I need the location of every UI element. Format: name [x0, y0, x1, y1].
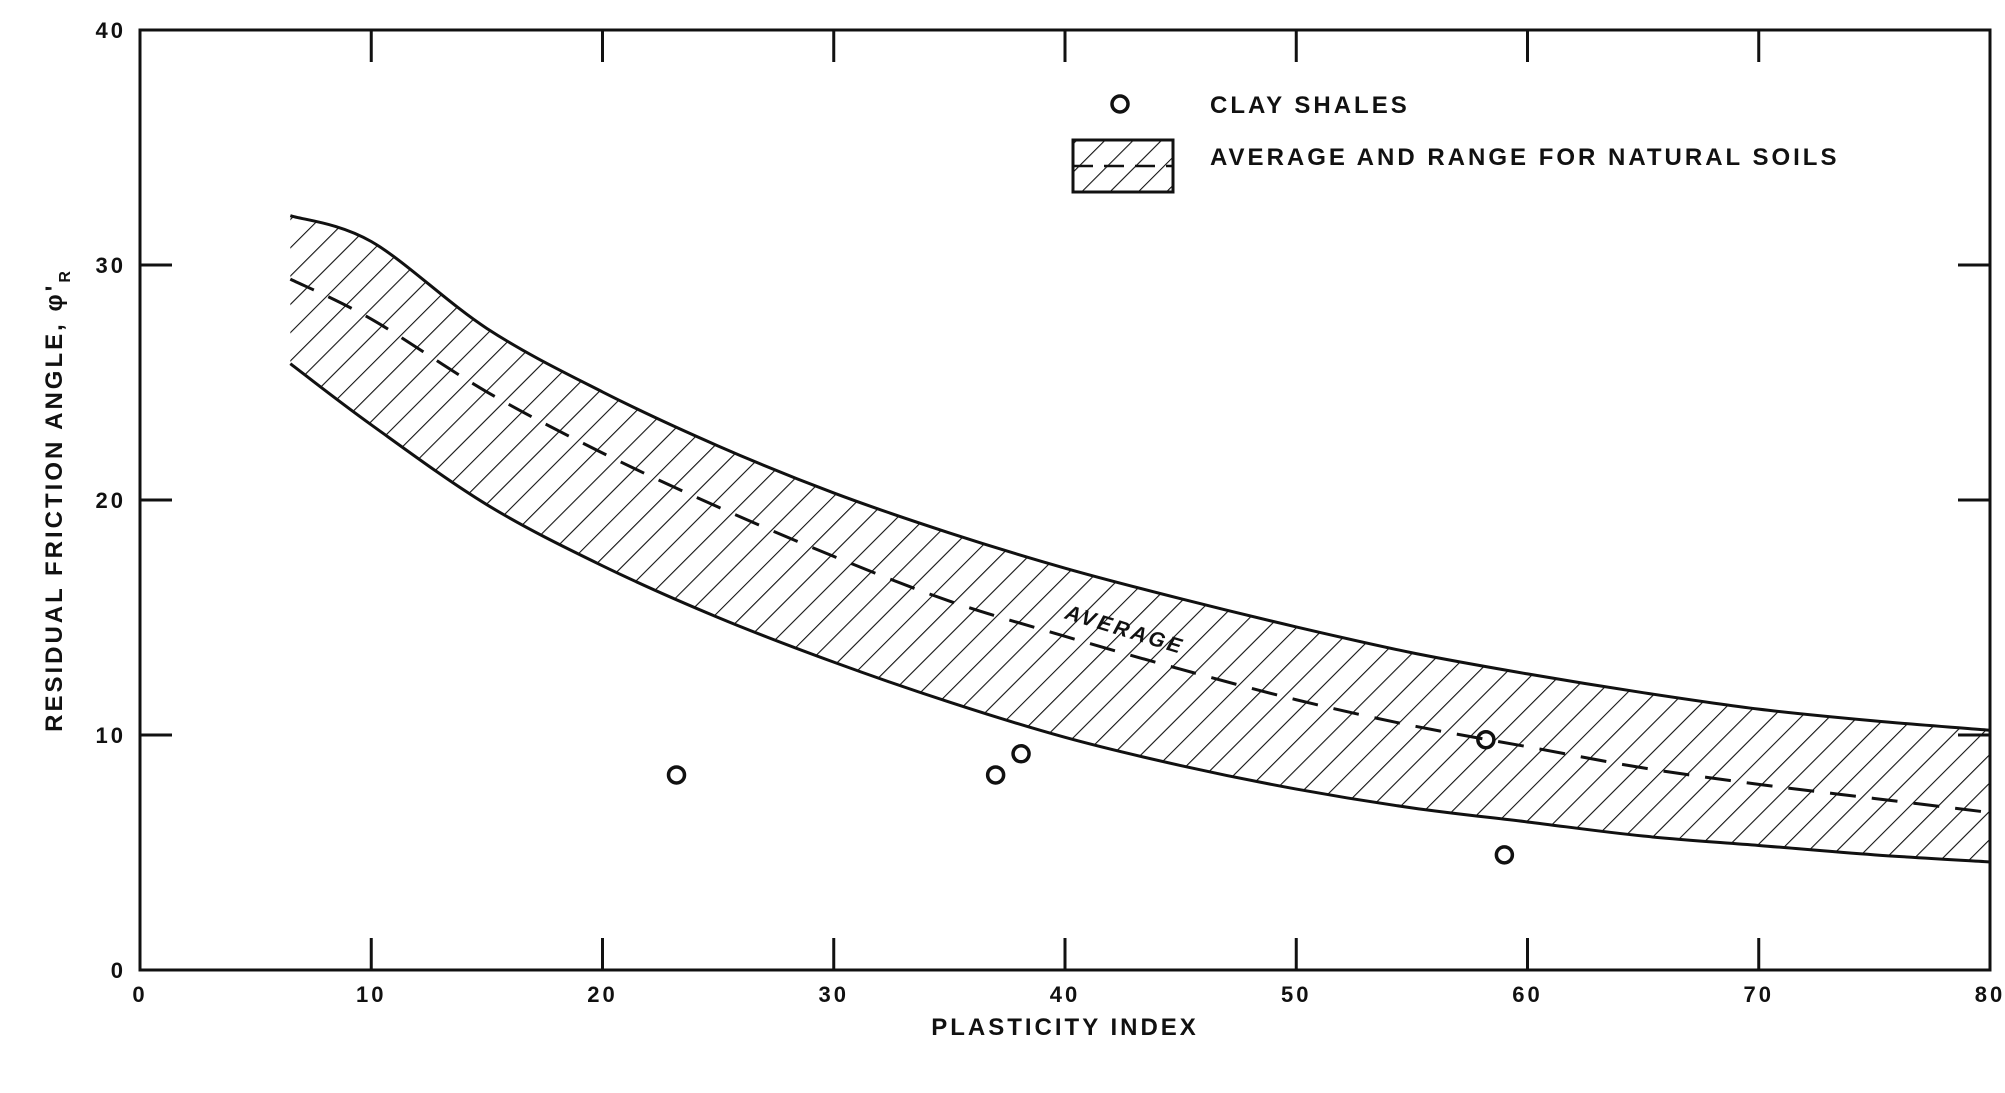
- x-axis-label: PLASTICITY INDEX: [931, 1014, 1199, 1041]
- legend: CLAY SHALES AVERAGE AND RANGE FOR NATURA…: [1071, 92, 1839, 194]
- legend-marker-clay-shales: [1110, 94, 1130, 114]
- x-tick-label: 10: [356, 982, 386, 1007]
- y-axis-label: RESIDUAL FRICTION ANGLE, φ'R: [41, 268, 74, 732]
- clay-shale-point: [985, 765, 1006, 785]
- band-lower-curve: [289, 362, 1990, 864]
- y-tick-label: 20: [96, 488, 126, 513]
- band-hatch-fill: [290, 215, 1990, 862]
- x-tick-label: 50: [1281, 982, 1311, 1007]
- y-axis-label-subscript: R: [57, 268, 74, 283]
- band-upper-curve: [289, 214, 1990, 732]
- y-tick-label: 0: [111, 958, 126, 983]
- x-tick-label: 20: [587, 982, 617, 1007]
- legend-label-natural-soils: AVERAGE AND RANGE FOR NATURAL SOILS: [1210, 144, 1839, 171]
- x-tick-label: 70: [1744, 982, 1774, 1007]
- y-tick-label: 30: [96, 253, 126, 278]
- x-tick-label: 0: [132, 982, 147, 1007]
- x-tick-label: 30: [819, 982, 849, 1007]
- clay-shale-point: [1011, 744, 1031, 764]
- y-axis-label-main: RESIDUAL FRICTION ANGLE, φ': [41, 283, 68, 732]
- clay-shale-point: [1494, 845, 1515, 865]
- y-tick-label: 10: [96, 723, 126, 748]
- x-tick-label: 80: [1975, 982, 2005, 1007]
- average-dashed-curve: [289, 277, 1990, 815]
- x-tick-label: 40: [1050, 982, 1080, 1007]
- clay-shale-point: [666, 765, 687, 785]
- y-tick-label: 40: [96, 18, 126, 43]
- x-tick-label: 60: [1512, 982, 1542, 1007]
- clay-shale-point: [1476, 729, 1496, 750]
- legend-label-clay-shales: CLAY SHALES: [1210, 92, 1410, 119]
